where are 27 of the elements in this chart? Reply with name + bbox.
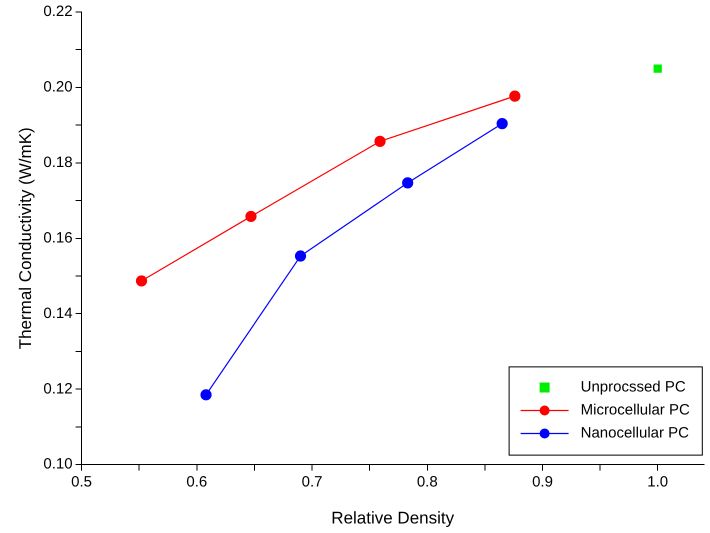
x-tick-label: 1.0 <box>647 474 668 491</box>
x-tick-label: 0.7 <box>302 474 322 491</box>
point <box>245 210 257 222</box>
x-tick-label: 0.5 <box>71 474 92 491</box>
point <box>654 64 662 73</box>
point <box>294 250 306 262</box>
y-tick-label: 0.20 <box>43 78 73 96</box>
y-tick-label: 0.18 <box>43 154 73 172</box>
point <box>402 177 414 188</box>
y-tick-label: 0.16 <box>43 229 73 246</box>
point <box>200 389 212 400</box>
point <box>496 118 508 130</box>
legend-label: Unprocssed PC <box>580 378 686 396</box>
point <box>509 90 520 102</box>
point <box>374 136 386 147</box>
point <box>136 275 148 287</box>
y-axis-title: Thermal Conductivity (W/mK) <box>16 127 35 350</box>
y-tick-label: 0.22 <box>43 3 73 20</box>
legend-label: Nanocellular PC <box>580 424 690 442</box>
legend-label: Microcellular PC <box>580 402 690 419</box>
x-tick-label: 0.8 <box>416 474 438 491</box>
x-tick-label: 0.6 <box>186 474 208 491</box>
y-tick-label: 0.14 <box>43 304 73 322</box>
x-tick-label: 0.9 <box>532 474 553 491</box>
x-axis-title: Relative Density <box>331 508 455 528</box>
y-tick-label: 0.12 <box>43 380 73 398</box>
y-tick-label: 0.10 <box>43 456 73 473</box>
